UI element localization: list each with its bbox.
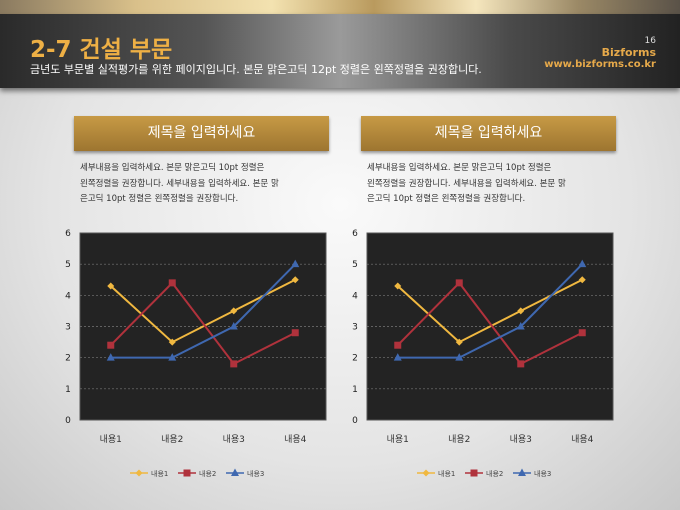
line-chart: 0 1 2 3 4 5 6 내용1 내용2 내용3 내용4 내용1 내용2 내용3 [352,229,614,478]
x-tick-label: 내용4 [284,434,307,445]
data-point [168,353,177,361]
x-tick-label: 내용2 [448,434,470,445]
y-tick-label: 3 [352,323,358,333]
data-point [106,353,115,361]
y-tick-label: 0 [65,416,71,426]
panel-title: 제목을 입력하세요 [361,116,616,151]
y-tick-label: 4 [352,291,358,301]
data-point [107,341,115,349]
legend-marker [470,469,478,477]
series-line [397,263,583,359]
legend-marker [422,469,430,477]
y-tick-label: 5 [352,260,358,270]
brand-url: www.bizforms.co.kr [544,59,656,70]
y-tick-label: 2 [352,354,358,364]
data-point [107,282,115,290]
data-point [394,282,402,290]
legend-label: 내용2 [486,469,503,478]
panel-description: 세부내용을 입력하세요. 본문 맑은고딕 10pt 정렬은 왼쪽정렬을 권장합니… [80,161,340,208]
series-line [110,281,296,366]
desc-line: 왼쪽정렬을 권장합니다. 세부내용을 입력하세요. 본문 맑 [367,178,566,189]
data-point [291,276,299,284]
x-tick-label: 내용3 [223,434,245,445]
x-tick-label: 내용1 [387,434,409,445]
y-tick-label: 0 [352,416,358,426]
header-band [0,14,680,88]
legend-marker [518,468,526,476]
x-tick-label: 내용3 [510,434,532,445]
legend-label: 내용3 [534,469,551,478]
data-point [393,353,402,361]
brand-name: Bizforms [601,46,656,59]
panel-description: 세부내용을 입력하세요. 본문 맑은고딕 10pt 정렬은 왼쪽정렬을 권장합니… [367,161,627,208]
y-tick-label: 3 [65,323,71,333]
desc-line: 은고딕 10pt 정렬은 왼쪽정렬을 권장합니다. [80,194,239,204]
data-point [291,329,299,337]
data-point [578,259,587,268]
data-point [455,279,463,287]
line-chart: 0 1 2 3 4 5 6 내용1 내용2 내용3 내용4 내용1 내용2 내용3 [65,229,327,478]
data-point [517,360,525,368]
data-point [578,329,586,337]
page-title: 2-7 건설 부문 [30,37,173,63]
x-tick-label: 내용4 [571,434,594,445]
data-point [230,360,238,368]
data-point [394,341,402,349]
header-artwork [0,0,680,14]
data-point [291,259,300,268]
legend-label: 내용3 [247,469,264,478]
desc-line: 세부내용을 입력하세요. 본문 맑은고딕 10pt 정렬은 [80,163,265,173]
legend-label: 내용2 [199,469,216,478]
data-point [578,276,586,284]
legend-label: 내용1 [438,469,455,478]
desc-line: 은고딕 10pt 정렬은 왼쪽정렬을 권장합니다. [367,194,526,204]
data-point [230,307,238,315]
y-tick-label: 2 [65,354,71,364]
y-tick-label: 5 [65,260,71,270]
legend-marker [183,469,191,477]
data-point [455,353,464,361]
legend-label: 내용1 [151,469,168,478]
data-point [455,338,463,346]
desc-line: 왼쪽정렬을 권장합니다. 세부내용을 입력하세요. 본문 맑 [80,178,279,189]
data-point [168,338,176,346]
data-point [168,279,176,287]
page-number: 16 [644,36,656,46]
panel-title: 제목을 입력하세요 [74,116,329,151]
y-tick-label: 6 [352,229,358,239]
desc-line: 세부내용을 입력하세요. 본문 맑은고딕 10pt 정렬은 [367,163,552,173]
series-line [397,281,583,366]
data-point [229,322,238,330]
x-tick-label: 내용2 [161,434,183,445]
data-point [516,322,525,330]
y-tick-label: 1 [65,385,71,395]
legend-marker [135,469,143,477]
y-tick-label: 6 [65,229,71,239]
x-tick-label: 내용1 [100,434,122,445]
page-subtitle: 금년도 부문별 실적평가를 위한 페이지입니다. 본문 맑은고딕 12pt 정렬… [30,63,482,76]
data-point [517,307,525,315]
series-line [110,263,296,359]
legend-marker [231,468,239,476]
y-tick-label: 4 [65,291,71,301]
y-tick-label: 1 [352,385,358,395]
